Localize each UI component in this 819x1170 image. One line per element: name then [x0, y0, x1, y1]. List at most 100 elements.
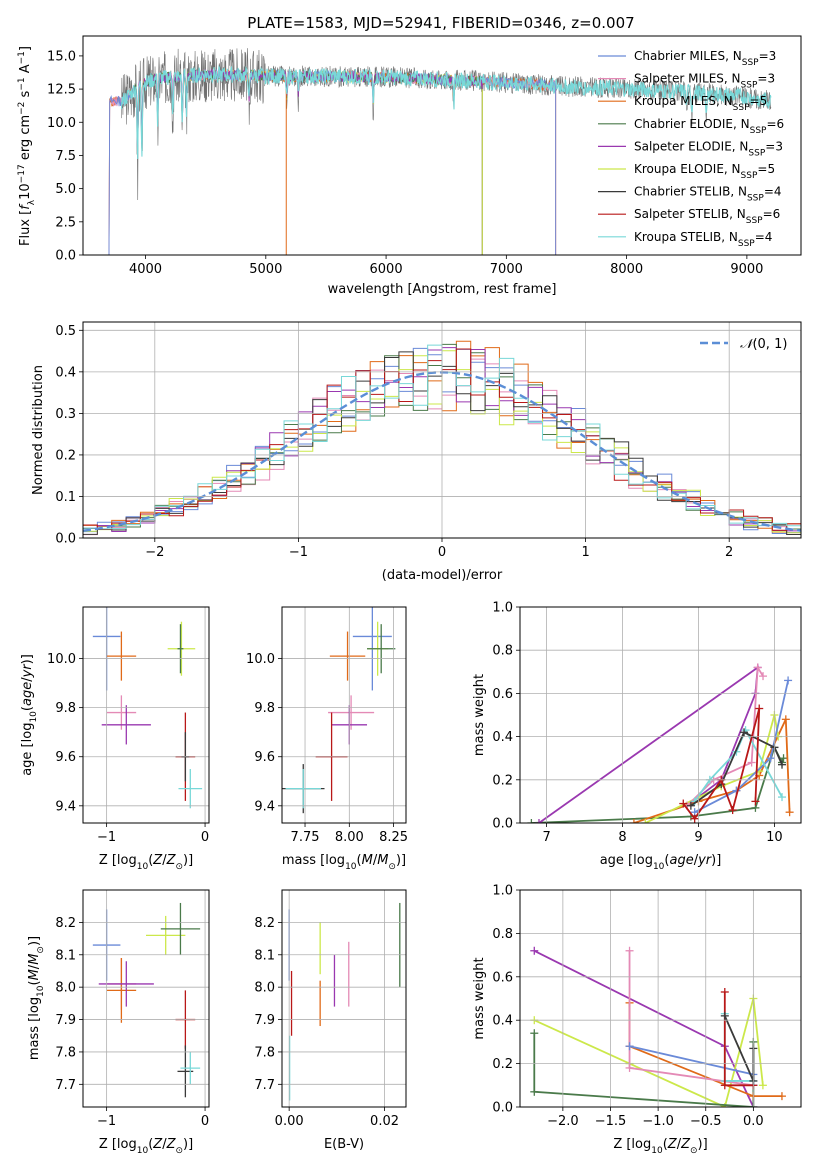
axes-frame — [519, 606, 802, 824]
y-tick-label: 8.1 — [55, 948, 76, 963]
x-tick-label: 4000 — [129, 262, 162, 277]
axes-frame — [281, 606, 407, 824]
legend-entry: Chabrier STELIB, NSSP=4 — [634, 185, 782, 204]
y-tick-label: 7.7 — [55, 1078, 76, 1093]
y-tick-label: 15.0 — [47, 49, 76, 64]
y-tick-label: 9.4 — [254, 799, 275, 814]
y-tick-label: 8.0 — [254, 981, 275, 996]
legend-entry: Chabrier ELODIE, NSSP=6 — [634, 117, 784, 136]
y-tick-label: 0.6 — [492, 970, 513, 985]
legend-entry: 𝒩(0, 1) — [740, 337, 787, 352]
x-tick-label: −1 — [289, 545, 308, 560]
y-tick-label: 0.4 — [55, 365, 76, 380]
y-tick-label: 0.2 — [492, 1057, 513, 1072]
y-axis-label: mass [log10(M/M⊙)] — [27, 936, 46, 1060]
legend-entry: Kroupa ELODIE, NSSP=5 — [634, 162, 775, 181]
y-tick-label: 12.5 — [47, 83, 76, 98]
y-tick-label: 7.8 — [254, 1045, 275, 1060]
weight-series — [628, 950, 754, 1087]
y-tick-label: 5.0 — [55, 182, 76, 197]
legend-entry: Salpeter STELIB, NSSP=6 — [634, 207, 780, 226]
y-tick-label: 9.6 — [254, 750, 275, 765]
x-axis-label: wavelength [Angstrom, rest frame] — [328, 282, 557, 297]
plot-area — [527, 663, 794, 823]
y-tick-label: 1.0 — [492, 601, 513, 616]
legend-entry: Salpeter ELODIE, NSSP=3 — [634, 139, 783, 158]
y-tick-label: 10.0 — [47, 652, 76, 667]
y-tick-label: 0.1 — [55, 490, 76, 505]
x-tick-label: 7000 — [490, 262, 523, 277]
x-tick-label: 7.75 — [291, 830, 320, 845]
y-tick-label: 0.5 — [55, 324, 76, 339]
panel-spectrum: PLATE=1583, MJD=52941, FIBERID=0346, z=0… — [17, 14, 802, 297]
plot-area — [90, 48, 772, 255]
x-axis-label: mass [log10(M/M⊙)] — [282, 853, 406, 872]
x-axis-label: age [log10(age/yr)] — [600, 853, 722, 872]
y-tick-label: 7.5 — [55, 149, 76, 164]
weight-series — [682, 708, 761, 821]
plot-area — [92, 607, 203, 809]
x-tick-label: 1 — [581, 545, 589, 560]
x-tick-label: 0 — [438, 545, 446, 560]
panel-age-vs-Z: −1 0 9.4 9.6 9.8 10.0 Z [log10(Z/Z⊙)] age [log1… — [20, 606, 210, 872]
x-tick-label: 8 — [618, 830, 626, 845]
x-tick-label: 10 — [766, 830, 783, 845]
y-axis-label: mass weight — [472, 957, 487, 1039]
y-tick-label: 7.9 — [254, 1013, 275, 1028]
y-tick-label: 7.9 — [55, 1013, 76, 1028]
x-axis-label: E(B-V) — [324, 1137, 364, 1152]
y-tick-label: 0.8 — [492, 927, 513, 942]
model-spectrum — [131, 69, 483, 255]
y-axis-label: Flux [fλ10−17 erg cm−2 s−1 A−1] — [17, 46, 37, 246]
y-tick-label: 0.0 — [55, 249, 76, 264]
y-tick-label: 0.0 — [492, 817, 513, 832]
panel-age-vs-mass: 7.75 8.00 8.25 9.4 9.6 9.8 10.0 mass [log10(M/M… — [246, 606, 408, 872]
y-tick-label: 2.5 — [55, 215, 76, 230]
y-tick-label: 0.2 — [492, 773, 513, 788]
x-tick-label: 0.00 — [275, 1114, 304, 1129]
x-axis-label: (data-model)/error — [382, 568, 503, 583]
y-axis-label: Normed distribution — [31, 365, 46, 495]
legend-entry: Kroupa STELIB, NSSP=4 — [634, 230, 772, 249]
y-tick-label: 0.0 — [55, 532, 76, 547]
y-tick-label: 10.0 — [246, 652, 275, 667]
x-tick-label: 8.00 — [335, 830, 364, 845]
x-tick-label: 7 — [542, 830, 550, 845]
y-tick-label: 9.6 — [55, 750, 76, 765]
y-tick-label: 8.1 — [254, 948, 275, 963]
axes-frame — [82, 606, 210, 824]
y-tick-label: 9.4 — [55, 799, 76, 814]
x-tick-label: 0 — [201, 830, 209, 845]
x-tick-label: 9000 — [730, 262, 763, 277]
weight-series — [694, 680, 789, 813]
panel-mass-vs-EBV: 0.00 0.02 7.7 7.8 7.9 8.0 8.1 8.2 E(B-V) — [254, 889, 407, 1152]
x-tick-label: −1.5 — [595, 1114, 627, 1129]
weight-series — [533, 998, 764, 1107]
y-tick-label: 9.8 — [55, 701, 76, 716]
model-spectrum — [120, 65, 772, 159]
x-axis-label: Z [log10(Z/Z⊙)] — [613, 1137, 707, 1156]
axes-frame — [82, 321, 802, 539]
y-tick-label: 0.4 — [492, 1014, 513, 1029]
axes-frame — [82, 889, 210, 1108]
y-tick-label: 8.0 — [55, 981, 76, 996]
axes-frame — [281, 889, 407, 1108]
x-tick-label: 5000 — [249, 262, 282, 277]
y-tick-label: 0.2 — [55, 448, 76, 463]
panel-weight-vs-Z: −2.0 −1.5 −1.0 −0.5 0.0 0.0 0.2 0.4 0.6 0.8 1.0 Z [… — [472, 884, 802, 1156]
model-spectrum — [131, 68, 483, 255]
y-tick-label: 10.0 — [47, 116, 76, 131]
legend-entry: Kroupa MILES, NSSP=5 — [634, 94, 767, 113]
chart-title: PLATE=1583, MJD=52941, FIBERID=0346, z=0… — [247, 14, 634, 32]
x-tick-label: −2 — [145, 545, 164, 560]
x-tick-label: −1 — [97, 1114, 116, 1129]
x-tick-label: 8.25 — [379, 830, 408, 845]
plot-area — [288, 902, 401, 1101]
y-tick-label: 0.3 — [55, 407, 76, 422]
plot-area — [282, 607, 396, 814]
y-tick-label: 0.8 — [492, 644, 513, 659]
weight-series — [538, 665, 759, 823]
y-tick-label: 8.2 — [55, 916, 76, 931]
y-tick-label: 8.2 — [254, 916, 275, 931]
x-tick-label: 0 — [201, 1114, 209, 1129]
